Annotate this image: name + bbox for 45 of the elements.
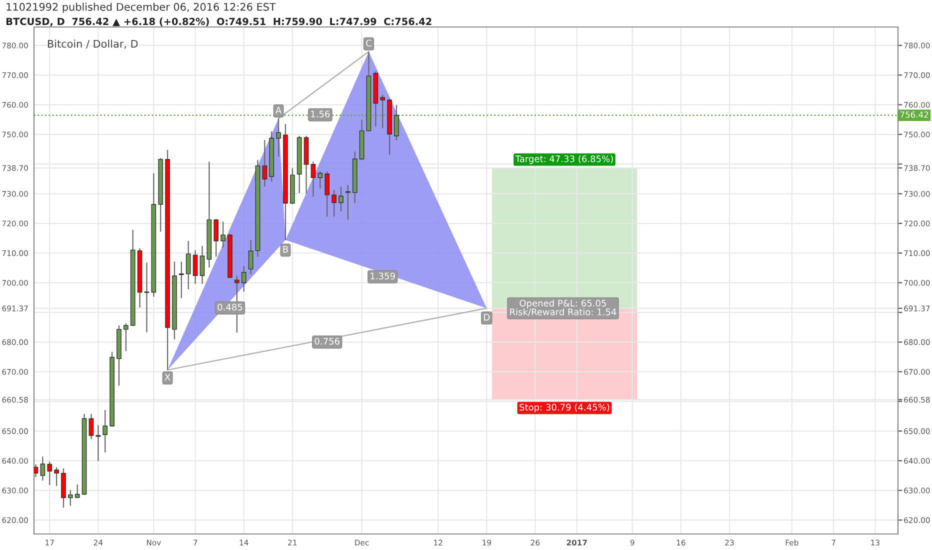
chart-title: 11021992 published December 06, 2016 12:26 EST — [6, 2, 276, 13]
candlestick — [332, 189, 336, 218]
chart-subtitle: BTCUSD, D 756.42 ▲ +6.18 (+0.82%) O:749.51 H:759.90 L:747.99 C:756.42 — [6, 18, 432, 26]
annotation: B — [283, 246, 288, 253]
candlestick — [144, 262, 150, 333]
candlestick — [345, 184, 350, 220]
candlestick — [248, 239, 254, 275]
candlestick — [394, 104, 399, 141]
candlestick — [220, 221, 226, 248]
candlestick — [276, 118, 281, 158]
annotation: Opened P&L: 65.05 Risk/Reward Ratio: 1.54 — [510, 300, 616, 316]
candlestick — [338, 186, 344, 212]
annotation: 1.56 — [311, 110, 330, 118]
candlestick — [380, 94, 386, 129]
annotation: X — [164, 374, 170, 380]
ref-line-label: 756.42 — [900, 111, 928, 118]
candlestick — [324, 170, 330, 218]
candlestick — [318, 170, 323, 189]
candlestick — [310, 161, 316, 198]
candlestick — [186, 240, 191, 290]
candlestick — [54, 466, 59, 486]
candlestick — [40, 456, 46, 482]
candlestick — [68, 490, 73, 506]
candlestick — [192, 250, 198, 284]
candlestick — [241, 266, 246, 292]
candlestick — [34, 464, 38, 478]
annotation: 1.359 — [370, 272, 395, 280]
annotation: 0.756 — [314, 338, 340, 345]
candlestick — [123, 322, 128, 352]
candlestick — [200, 245, 205, 284]
annotation: 0.485 — [218, 304, 242, 311]
candlestick — [102, 409, 108, 453]
annotation: C — [366, 40, 372, 47]
candlestick — [96, 424, 101, 462]
candlestick — [178, 261, 184, 299]
candlestick — [74, 484, 80, 498]
band-label: Target: 47.33 (6.85%) — [515, 155, 613, 164]
candlestick — [214, 218, 219, 258]
annotation: A — [276, 106, 282, 114]
annotation: D — [484, 314, 490, 321]
candlestick — [47, 461, 52, 486]
annotation: Bitcoin / Dollar, D — [48, 40, 138, 49]
candlestick — [88, 413, 94, 440]
candlestick — [262, 139, 268, 188]
band-label: Stop: 30.79 (4.45%) — [520, 404, 610, 412]
